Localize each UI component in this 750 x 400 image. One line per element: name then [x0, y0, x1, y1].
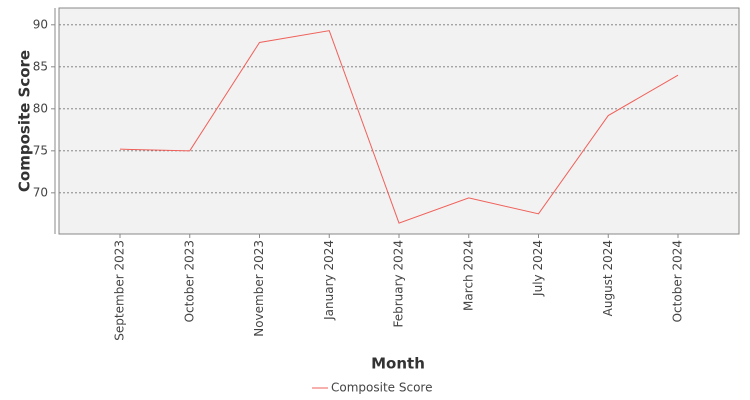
x-tick-label: November 2023 — [252, 240, 266, 337]
y-tick-label: 85 — [33, 59, 48, 73]
x-tick-label: January 2024 — [322, 240, 336, 321]
data-line — [119, 30, 679, 224]
y-axis-title: Composite Score — [16, 50, 34, 192]
x-tick-label: October 2023 — [182, 240, 196, 322]
x-tick-label: September 2023 — [113, 240, 127, 341]
x-tick-label: March 2024 — [461, 240, 475, 311]
y-tick-label: 75 — [33, 143, 48, 157]
x-tick-label: July 2024 — [531, 240, 545, 297]
x-tick-label: August 2024 — [601, 240, 615, 316]
plot-area — [58, 7, 740, 235]
x-axis-title: Month — [371, 355, 425, 373]
x-tick-label: February 2024 — [392, 240, 406, 328]
y-tick-label: 80 — [33, 101, 48, 115]
x-tick-label: October 2024 — [671, 240, 685, 322]
y-tick-label: 70 — [33, 185, 48, 199]
legend-label: Composite Score — [331, 381, 432, 395]
y-tick-label: 90 — [33, 17, 48, 31]
